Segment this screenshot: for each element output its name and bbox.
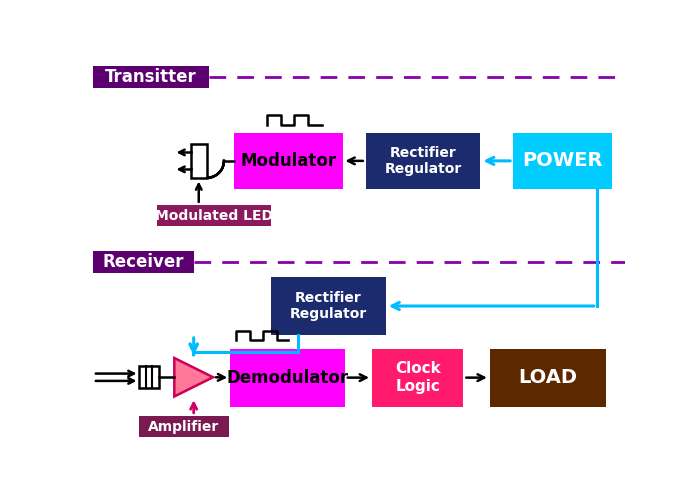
Text: LOAD: LOAD — [518, 368, 577, 387]
Text: Clock
Logic: Clock Logic — [395, 362, 441, 394]
Bar — [139, 366, 159, 388]
Bar — [372, 349, 464, 406]
Bar — [234, 133, 343, 188]
Text: Receiver: Receiver — [103, 252, 184, 270]
Bar — [157, 205, 271, 227]
Bar — [366, 133, 480, 188]
Text: Rectifier
Regulator: Rectifier Regulator — [290, 291, 367, 321]
Text: Modulator: Modulator — [240, 152, 337, 170]
Bar — [191, 144, 207, 178]
Text: Demodulator: Demodulator — [226, 368, 348, 386]
Bar — [271, 277, 386, 335]
Bar — [513, 133, 612, 188]
Bar — [490, 349, 606, 406]
Bar — [139, 416, 228, 438]
Text: Transitter: Transitter — [105, 68, 197, 86]
Text: Rectifier
Regulator: Rectifier Regulator — [384, 146, 462, 176]
Text: Modulated LED: Modulated LED — [155, 208, 273, 222]
Bar — [93, 66, 209, 88]
Polygon shape — [174, 358, 213, 397]
Bar — [230, 349, 345, 406]
Text: Amplifier: Amplifier — [149, 420, 219, 434]
Bar — [93, 251, 194, 272]
Text: POWER: POWER — [523, 152, 603, 171]
